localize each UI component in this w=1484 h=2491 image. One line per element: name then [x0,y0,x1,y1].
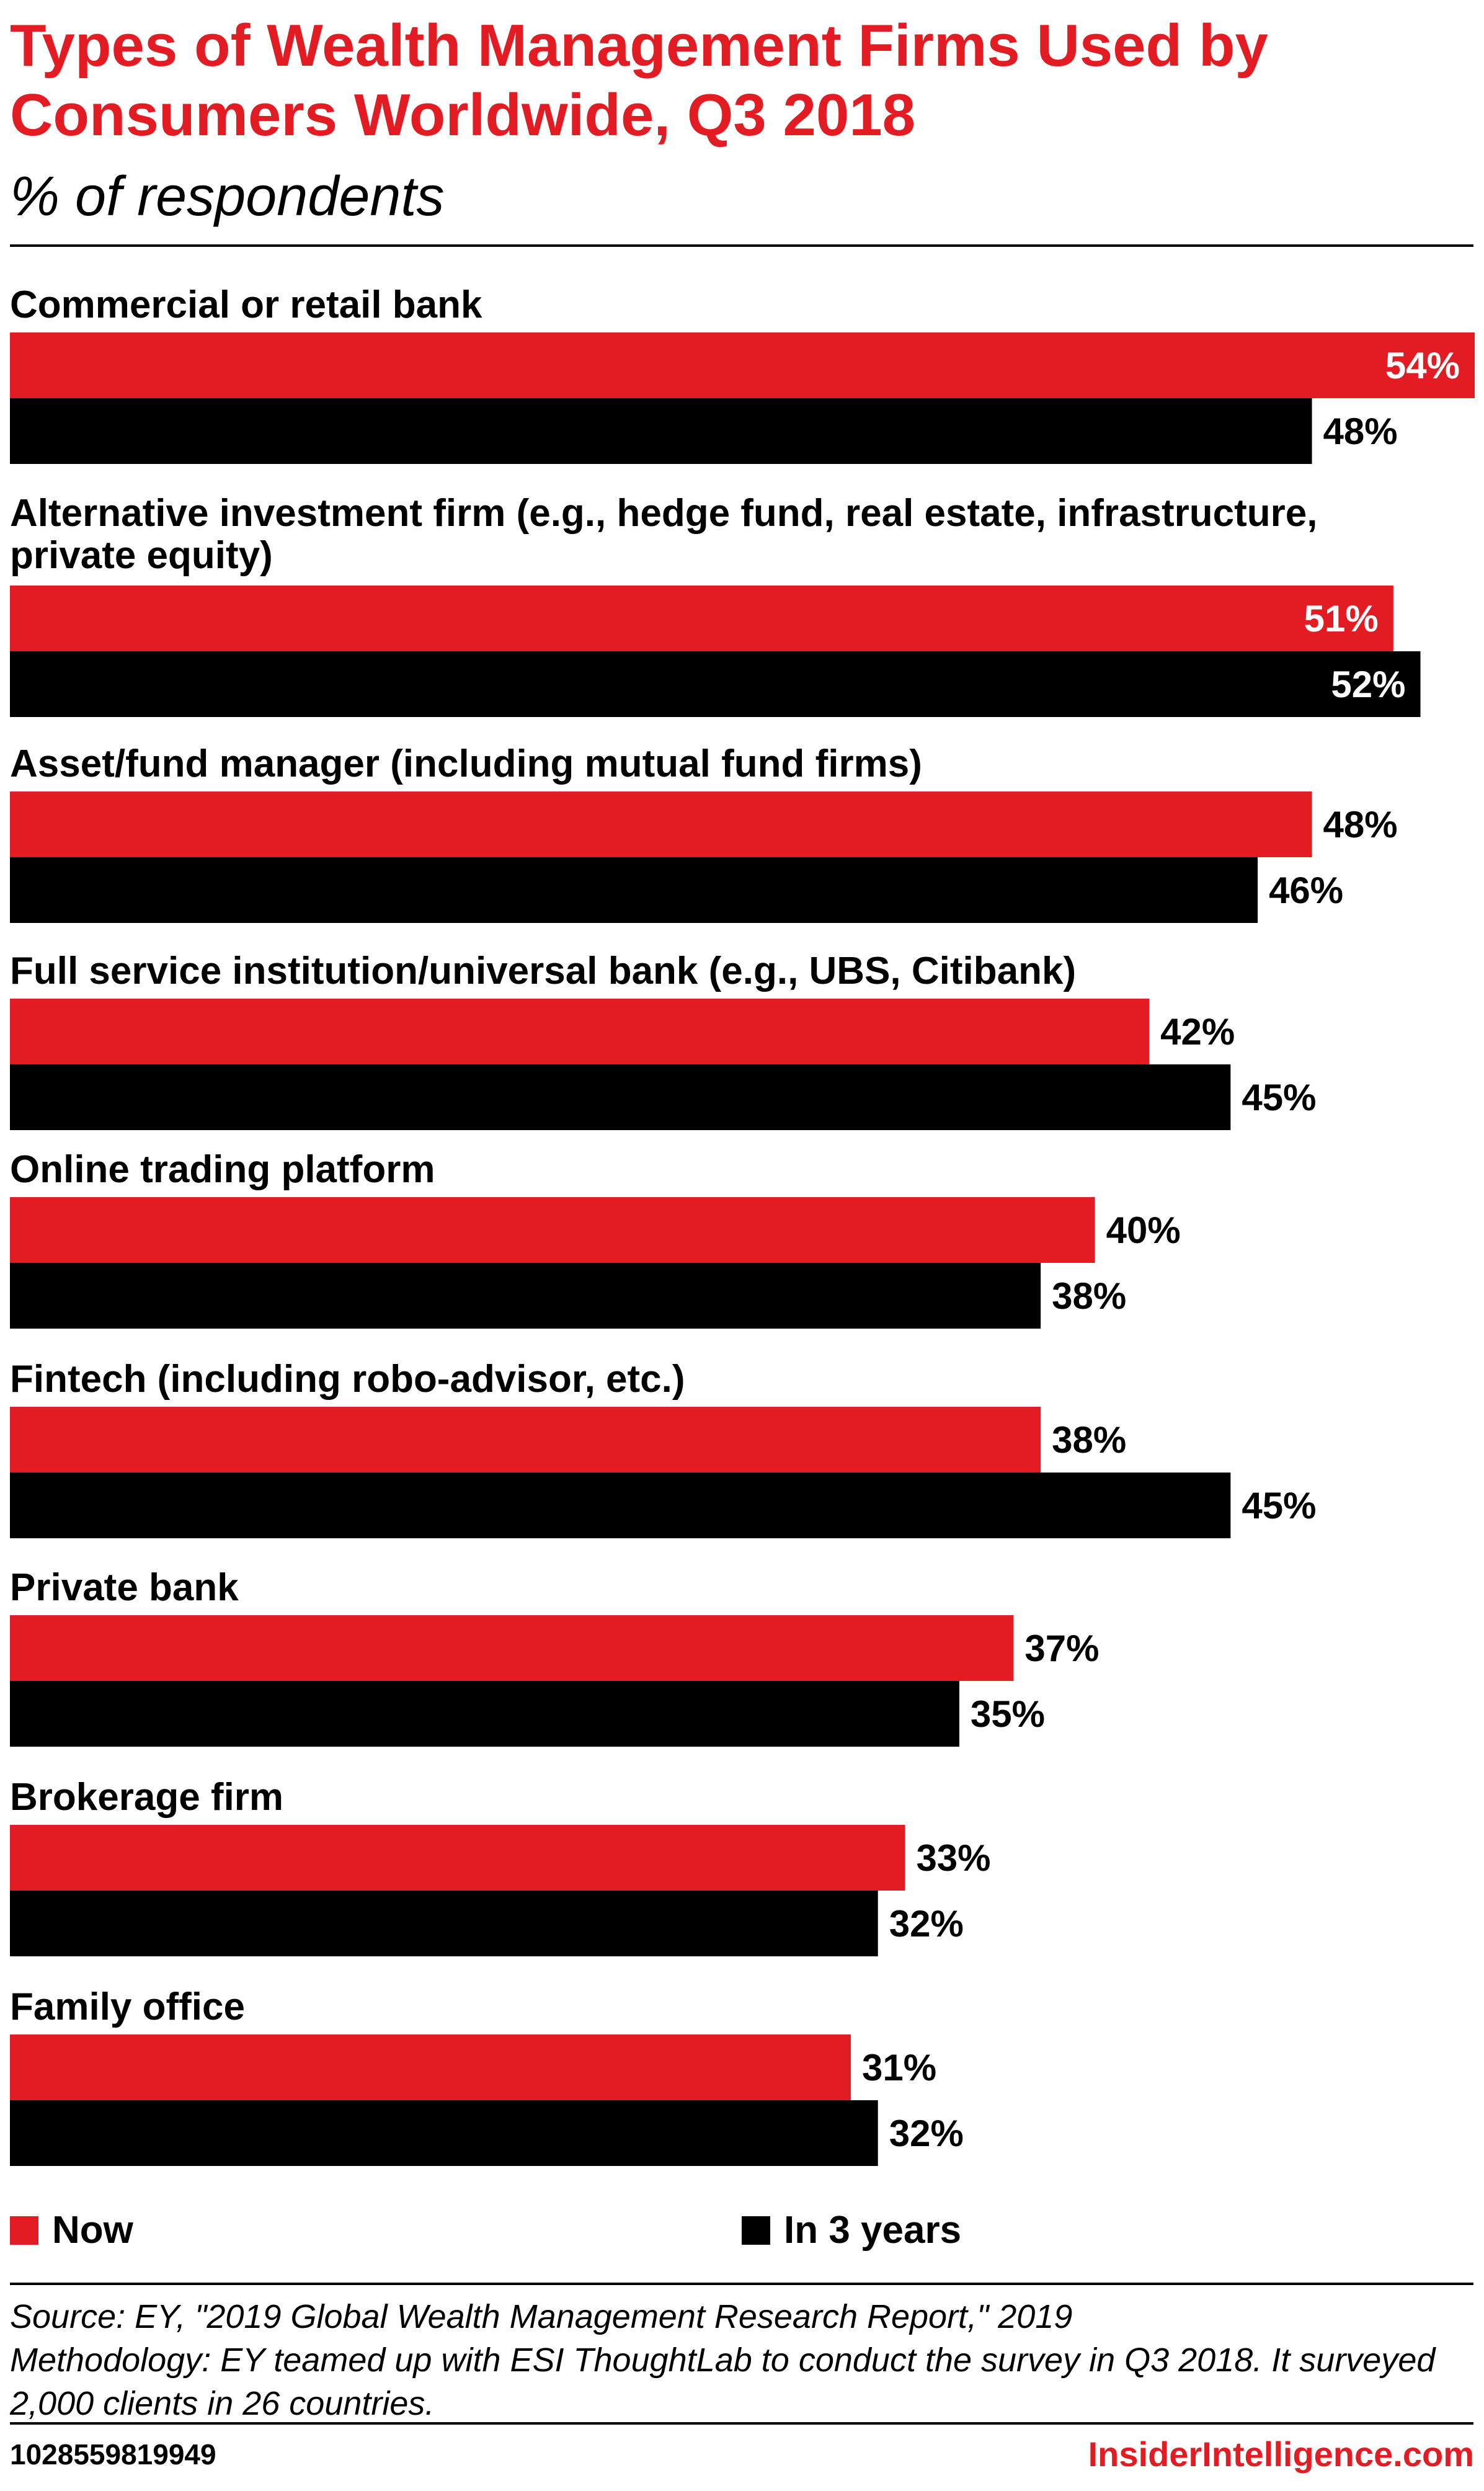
category-label: Alternative investment firm (e.g., hedge… [10,492,1318,535]
category-label: private equity) [10,534,273,577]
legend-now: Now [10,2208,133,2252]
data-label: 42% [1160,1011,1235,1053]
bar-in-3-years [10,1064,1231,1130]
bar-now [10,1407,1041,1473]
bar-in-3-years [10,1681,959,1747]
bar-now [10,1615,1014,1681]
category-label: Online trading platform [10,1148,435,1191]
data-label: 32% [889,1903,964,1945]
bar-in-3-years [10,1891,878,1956]
chart-title: Types of Wealth Management Firms Used by… [10,12,1268,148]
bar-now [10,999,1150,1064]
legend-now-label: Now [52,2209,133,2252]
bar-now [10,791,1312,857]
chart-id: 1028559819949 [10,2438,216,2471]
category-label: Family office [10,1985,245,2028]
brand-logo: InsiderIntelligence.com [1088,2435,1474,2474]
source-text: Source: EY, "2019 Global Wealth Manageme… [10,2298,1073,2335]
category-label: Brokerage firm [10,1776,283,1819]
data-label: 40% [1106,1210,1181,1251]
bar-now [10,332,1475,398]
data-label: 52% [1331,664,1405,705]
bar-in-3-years [10,857,1258,923]
category-label: Private bank [10,1566,239,1609]
data-label: 45% [1242,1485,1316,1526]
bar-now [10,586,1393,651]
legend-in-3-years-label: In 3 years [784,2209,962,2252]
bar-now [10,1197,1095,1263]
data-label: 35% [971,1693,1045,1735]
data-label: 51% [1304,598,1379,639]
category-label: Full service institution/universal bank … [10,950,1076,992]
category-label: Fintech (including robo-advisor, etc.) [10,1358,685,1401]
data-label: 31% [862,2047,936,2088]
data-label: 46% [1269,870,1343,911]
bar-in-3-years [10,2100,878,2166]
data-label: 38% [1052,1419,1126,1461]
category-label: Asset/fund manager (including mutual fun… [10,742,922,785]
data-label: 54% [1385,345,1460,386]
bar-now [10,2034,851,2100]
data-label: 33% [916,1837,990,1879]
data-label: 32% [889,2113,964,2154]
data-label: 38% [1052,1275,1126,1317]
footer-divider [10,2422,1473,2425]
data-label: 48% [1323,804,1398,845]
bottom-divider [10,2283,1473,2285]
methodology-text: Methodology: EY teamed up with ESI Thoug… [10,2342,1436,2422]
bar-in-3-years [10,651,1421,717]
chart-subtitle: % of respondents [10,166,445,228]
legend-now-swatch [10,2216,38,2245]
data-label: 37% [1024,1628,1099,1669]
bar-in-3-years [10,1473,1231,1538]
bar-chart: Commercial or retail bank54%48%Alternati… [10,283,1475,2166]
bar-in-3-years [10,1263,1041,1329]
bar-in-3-years [10,398,1312,464]
data-label: 45% [1242,1077,1316,1118]
category-label: Commercial or retail bank [10,283,482,326]
data-label: 48% [1323,411,1398,452]
bar-now [10,1825,905,1891]
legend-in-3-years: In 3 years [742,2208,961,2252]
source-note: Source: EY, "2019 Global Wealth Manageme… [10,2295,1461,2425]
legend-in-3-years-swatch [742,2216,770,2245]
top-divider [10,244,1473,247]
